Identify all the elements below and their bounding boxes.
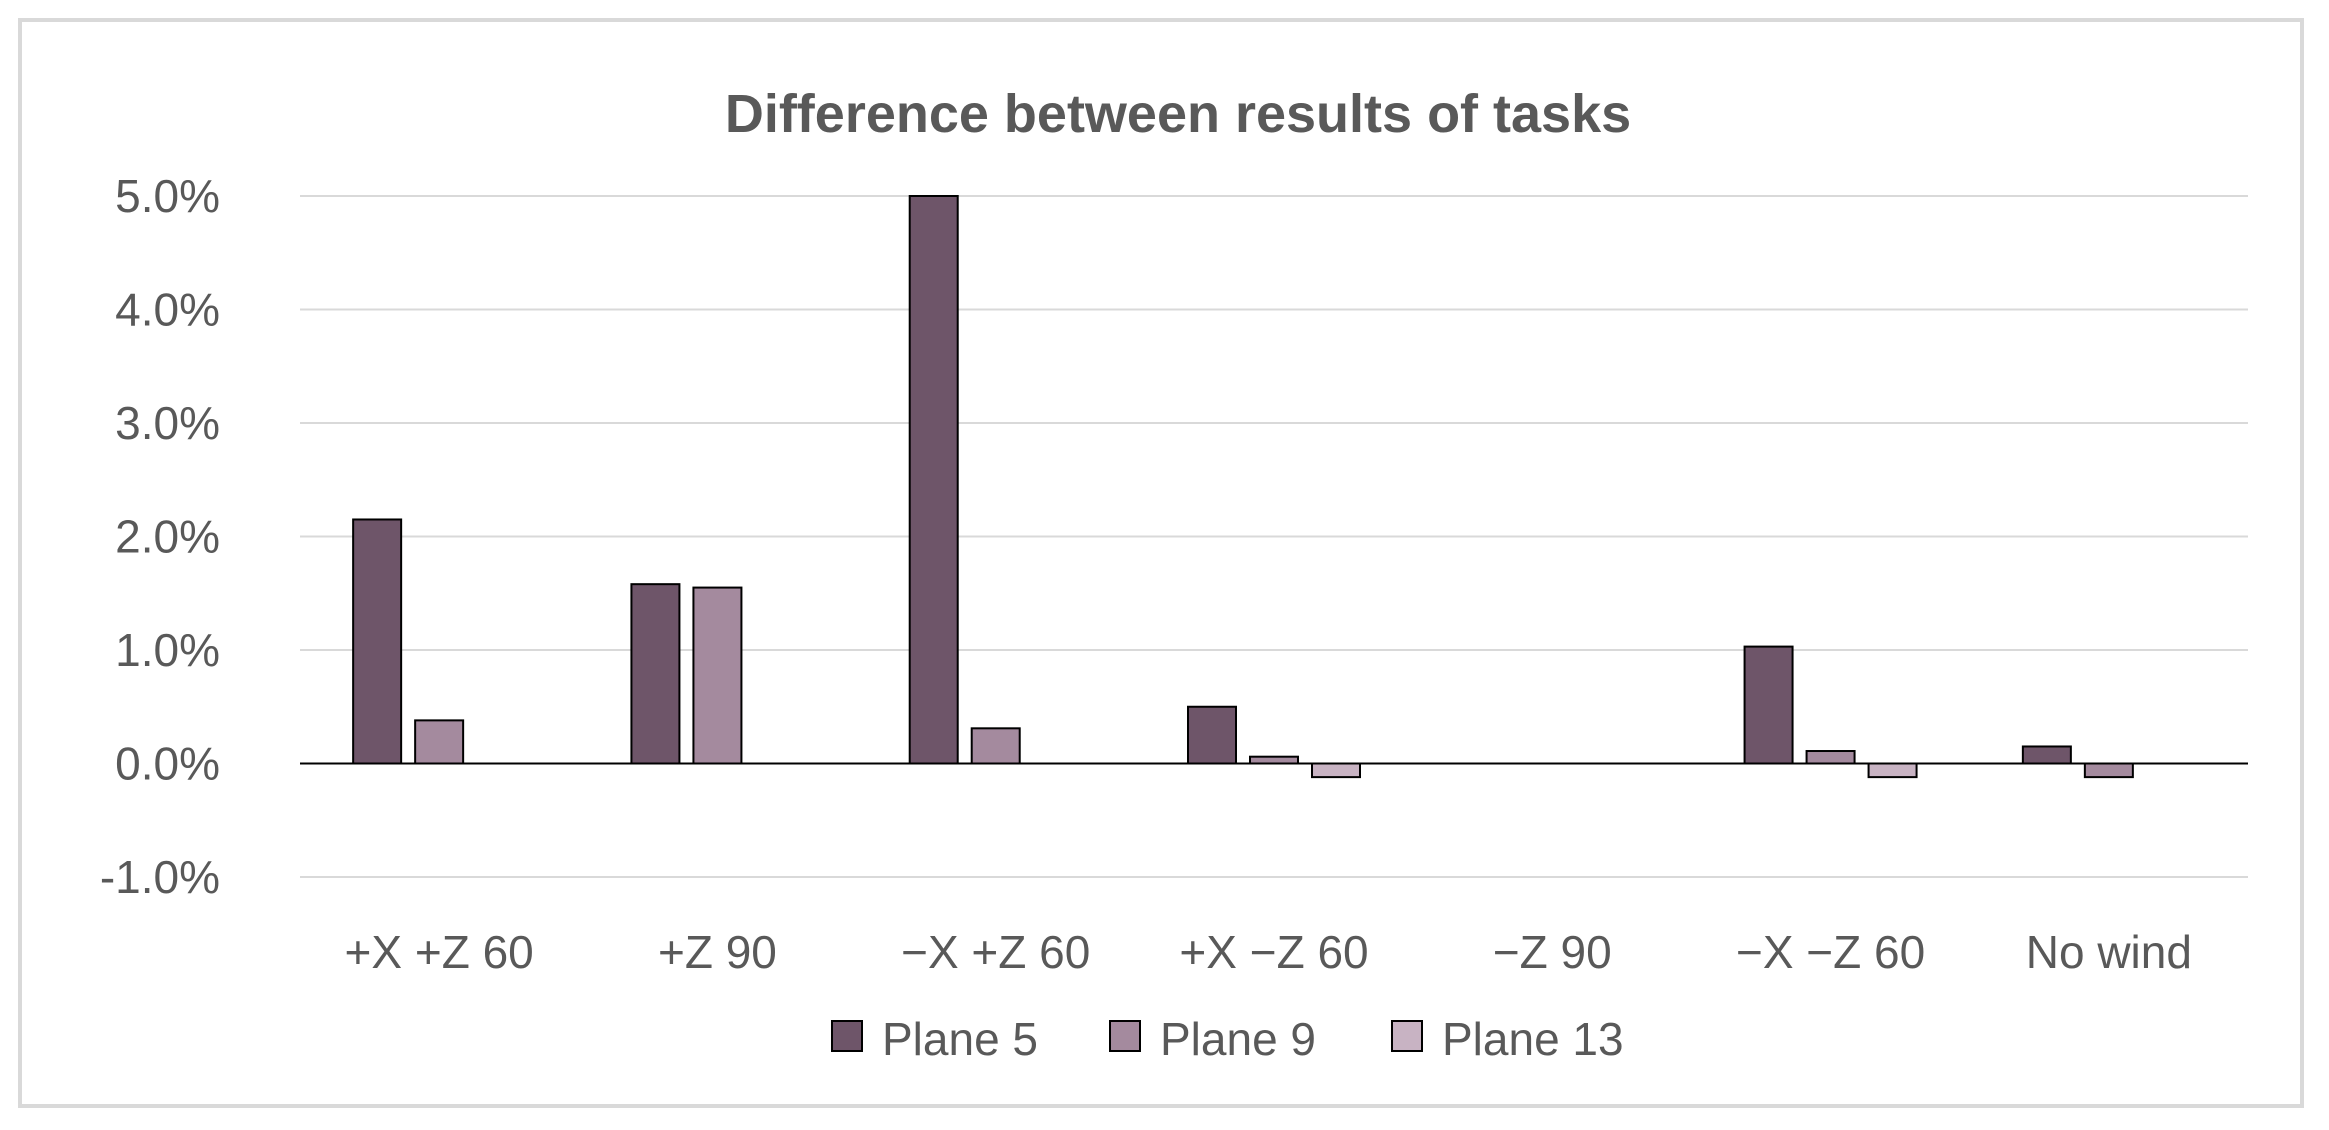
x-tick-label: +X −Z 60 [1179, 926, 1368, 978]
x-tick-label: +X +Z 60 [345, 926, 534, 978]
legend-label: Plane 13 [1442, 1013, 1624, 1065]
legend-label: Plane 5 [882, 1013, 1038, 1065]
bar-plane-5 [630, 583, 681, 765]
bar-plane-5 [908, 195, 959, 765]
y-tick-label: 1.0% [115, 624, 220, 676]
bar-plane-9 [2083, 762, 2134, 779]
legend-swatch-plane-13 [1391, 1020, 1423, 1052]
x-tick-label: No wind [2026, 926, 2192, 978]
bar-plane-9 [692, 586, 743, 765]
bar-plane-13 [1311, 762, 1361, 779]
bar-plane-13 [1867, 762, 1918, 779]
bar-plane-5 [352, 518, 403, 765]
legend-label: Plane 9 [1160, 1013, 1316, 1065]
gridlines [300, 195, 2248, 878]
bar-plane-9 [1805, 750, 1856, 765]
x-tick-label: +Z 90 [658, 926, 777, 978]
y-tick-label: 0.0% [115, 738, 220, 790]
x-tick-label: −X +Z 60 [901, 926, 1090, 978]
bar-plane-9 [414, 719, 465, 765]
bar-plane-5 [2021, 745, 2072, 765]
bar-plane-9 [970, 727, 1021, 765]
y-tick-label: 3.0% [115, 397, 220, 449]
legend-swatch-plane-9 [1109, 1020, 1141, 1052]
bars [352, 195, 2134, 779]
y-tick-label: -1.0% [100, 851, 220, 903]
legend: Plane 5 Plane 9 Plane 13 [831, 1013, 1624, 1065]
x-axis: +X +Z 60 +Z 90 −X +Z 60 +X −Z 60 −Z 90 −X −Z … [300, 762, 2248, 978]
y-tick-label: 5.0% [115, 170, 220, 222]
bar-plane-5 [1743, 645, 1794, 765]
bar-plane-9 [1249, 755, 1299, 765]
x-tick-label: −X −Z 60 [1736, 926, 1925, 978]
legend-swatch-plane-5 [831, 1020, 863, 1052]
y-tick-label: 4.0% [115, 284, 220, 336]
y-axis: 5.0% 4.0% 3.0% 2.0% 1.0% 0.0% -1.0% [100, 170, 220, 903]
y-tick-label: 2.0% [115, 511, 220, 563]
bar-plane-5 [1187, 705, 1237, 765]
chart-title: Difference between results of tasks [725, 84, 1631, 144]
x-tick-label: −Z 90 [1493, 926, 1612, 978]
